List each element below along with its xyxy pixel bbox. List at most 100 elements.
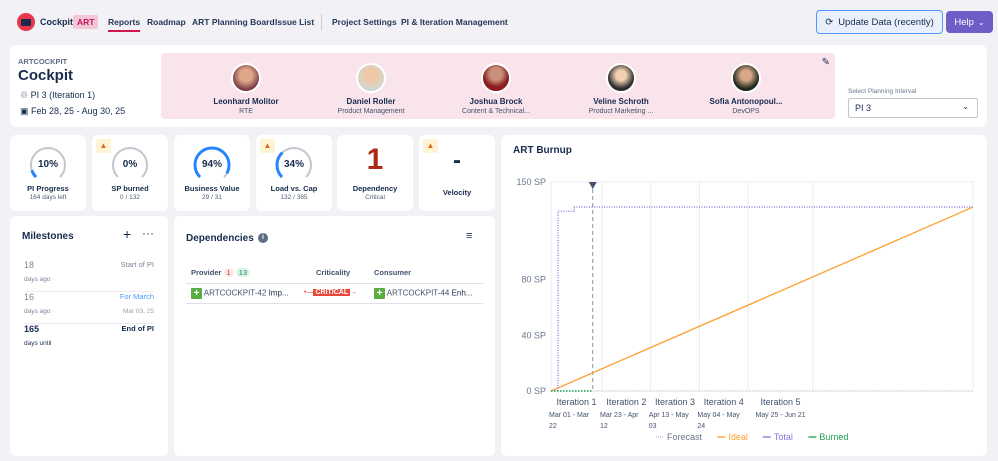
member-card[interactable]: Joshua Brock Content & Technical...	[441, 63, 551, 115]
pi-dates: ▣ Feb 28, 25 - Aug 30, 25	[20, 106, 126, 116]
series-ideal-line	[550, 206, 974, 392]
kpi-card[interactable]: 94% Business Value 29 / 31	[174, 135, 250, 211]
iteration-label: Iteration 2	[606, 397, 646, 407]
nav-issue-list[interactable]: Issue List	[275, 17, 315, 27]
kpi-value: -	[453, 147, 461, 174]
page-title: Cockpit	[18, 67, 74, 84]
consumer-issue[interactable]: + ARTCOCKPIT-44 Enh...	[374, 288, 472, 299]
iteration-dates: 03	[649, 423, 657, 430]
iteration-label: Iteration 1	[556, 397, 596, 407]
iteration-dates: Apr 13 - May	[649, 412, 690, 419]
kpi-sub: 0 / 132	[120, 194, 140, 201]
kpi-sub: 29 / 31	[202, 194, 222, 201]
kpi-label: Velocity	[442, 188, 472, 197]
kpi-value: 34%	[283, 159, 304, 170]
kpi-label: PI Progress	[27, 184, 69, 193]
kpi-value: 94%	[201, 159, 222, 170]
legend-ideal: Ideal	[728, 432, 748, 442]
top-nav: Cockpit ART Reports Roadmap ART Planning…	[0, 0, 998, 44]
avatar	[356, 63, 386, 93]
kpi-card[interactable]: 10% PI Progress 164 days left	[10, 135, 86, 211]
kpi-card[interactable]: ▲ - Velocity	[419, 135, 495, 211]
kpi-label: Business Value	[184, 184, 240, 193]
critical-badge: CRITICAL	[313, 289, 351, 296]
provider-header: Provider 1 13	[191, 268, 251, 277]
member-card[interactable]: Veline Schroth Product Marketing ...	[566, 63, 676, 115]
project-key: ARTCOCKPIT	[18, 57, 68, 66]
kpi-value: 10%	[37, 159, 58, 170]
series-total-line	[557, 206, 973, 391]
burnup-chart: 0 SP 40 SP 80 SP 150 SP Iteration 1 Mar 01 - …	[516, 177, 974, 442]
burnup-card: ART Burnup 0 SP 40 SP 80 SP 150 SP Iteration…	[501, 135, 987, 456]
member-card[interactable]: Sofia Antonopoul... DevOPS	[691, 63, 801, 115]
select-label: Select Planning Interval	[848, 88, 917, 95]
warning-icon: ▲	[260, 139, 275, 153]
member-card[interactable]: Daniel Roller Product Management	[316, 63, 426, 115]
kpi-sub: 164 days left	[29, 194, 67, 201]
update-data-button[interactable]: ⟳ Update Data (recently)	[816, 10, 943, 34]
iteration-dates: 24	[697, 423, 705, 430]
filter-icon[interactable]: ≡	[466, 230, 473, 242]
kpi-card[interactable]: ▲ 0% SP burned 0 / 132	[92, 135, 168, 211]
iteration-dates: May 04 - May	[697, 412, 740, 419]
dependencies-title: Dependencies	[186, 233, 254, 244]
iteration-dates: 22	[549, 423, 557, 430]
avatar	[606, 63, 636, 93]
member-card[interactable]: Leonhard Molitor RTE	[191, 63, 301, 115]
iteration-dates: 12	[600, 423, 608, 430]
provider-issue[interactable]: + ARTCOCKPIT-42 Imp...	[191, 288, 289, 299]
nav-divider	[321, 14, 322, 30]
nav-reports[interactable]: Reports	[108, 17, 141, 32]
dependency-row[interactable]: + ARTCOCKPIT-42 Imp... •— CRITICAL → + ART…	[186, 283, 483, 304]
iteration-label: Iteration 4	[704, 397, 744, 407]
kpi-label: Load vs. Cap	[270, 184, 318, 193]
dependencies-card: Dependencies i ≡ Provider 1 13 Criticali…	[174, 216, 495, 456]
legend-total: Total	[774, 432, 793, 442]
warning-icon: ▲	[96, 139, 111, 153]
kpi-sub: Critical	[365, 194, 385, 201]
milestone-item[interactable]: 16 days ago For March Mar 03, 25	[24, 292, 154, 324]
nav-art-planning-board[interactable]: ART Planning Board	[192, 17, 275, 27]
gauge: 94%	[192, 145, 232, 185]
milestone-item[interactable]: 18 days ago Start of PI	[24, 260, 154, 292]
help-button[interactable]: Help ⌄	[946, 11, 993, 33]
kpi-card[interactable]: 1 Dependency Critical	[337, 135, 413, 211]
criticality-arrow: •— CRITICAL →	[304, 289, 358, 296]
nav-project-settings[interactable]: Project Settings	[332, 17, 397, 27]
kpi-label: Dependency	[352, 184, 398, 193]
warning-icon: ▲	[423, 139, 438, 153]
milestones-card: Milestones + ··· 18 days ago Start of PI 1…	[10, 216, 168, 456]
pi-icon: ♲	[20, 90, 29, 100]
provider-count-total: 13	[235, 268, 251, 277]
kpi-value: 1	[366, 143, 384, 176]
more-icon[interactable]: ···	[142, 226, 154, 240]
kpi-card[interactable]: ▲ 34% Load vs. Cap 132 / 385	[256, 135, 332, 211]
iteration-dates: May 25 - Jun 21	[755, 412, 805, 419]
app-logo[interactable]	[17, 13, 35, 31]
story-icon: +	[191, 288, 202, 299]
kpi-sub: 132 / 385	[280, 194, 308, 201]
y-tick-label: 40 SP	[521, 330, 546, 340]
today-marker-icon	[588, 182, 597, 189]
avatar	[481, 63, 511, 93]
criticality-header: Criticality	[316, 268, 351, 277]
brand-name: Cockpit	[40, 17, 74, 27]
legend-forecast: Forecast	[667, 432, 703, 442]
brand-badge: ART	[73, 15, 99, 29]
planning-interval-select[interactable]: PI 3 ⌄	[848, 98, 978, 118]
refresh-icon: ⟳	[825, 16, 834, 28]
header-card: ARTCOCKPIT Cockpit ♲ PI 3 (Iteration 1) …	[10, 45, 987, 127]
y-tick-label: 150 SP	[516, 177, 546, 187]
gauge: 34%	[274, 145, 314, 185]
milestone-item[interactable]: 165 days until End of PI	[24, 324, 154, 347]
edit-icon[interactable]: ✎	[821, 57, 830, 68]
avatar	[731, 63, 761, 93]
calendar-icon: ▣	[20, 106, 29, 116]
milestones-title: Milestones	[22, 231, 74, 242]
nav-pi-iteration-management[interactable]: PI & Iteration Management	[401, 17, 508, 27]
info-icon[interactable]: i	[258, 233, 268, 243]
nav-roadmap[interactable]: Roadmap	[147, 17, 186, 27]
team-members: Leonhard Molitor RTE Daniel Roller Product…	[161, 53, 835, 119]
legend-burned: Burned	[819, 432, 848, 442]
add-icon[interactable]: +	[123, 226, 132, 242]
